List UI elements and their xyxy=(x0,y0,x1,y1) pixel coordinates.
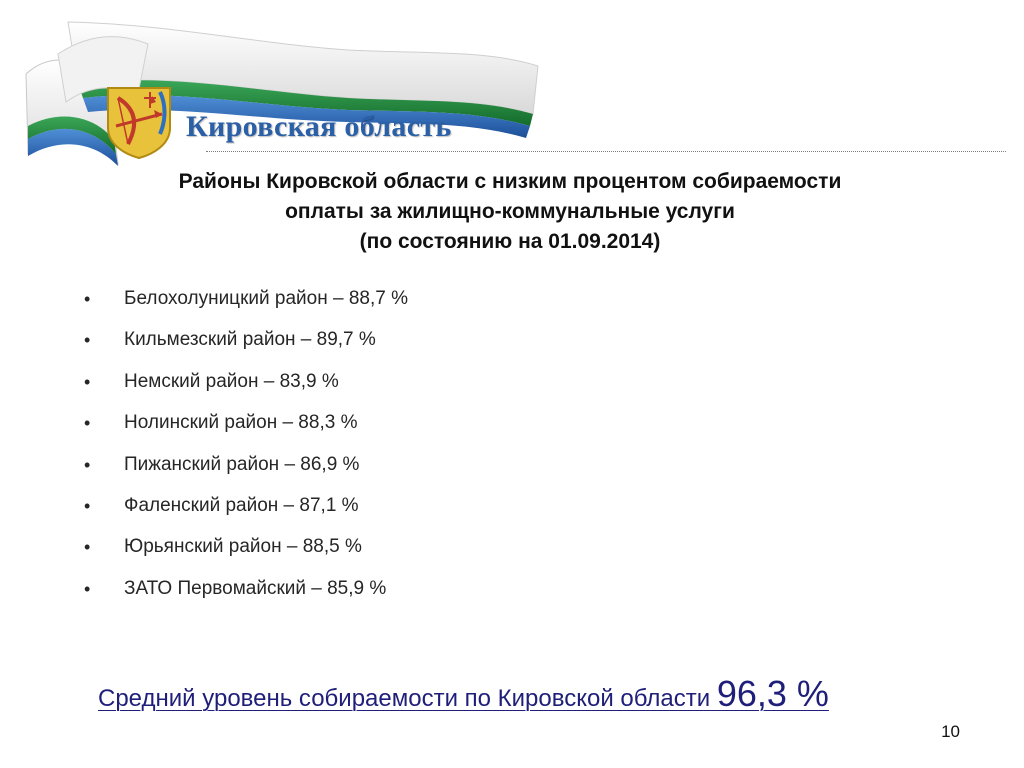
district-text: Белохолуницкий район – 88,7 % xyxy=(124,288,408,309)
district-text: Немский район – 83,9 % xyxy=(124,370,339,392)
heading-line-1: Районы Кировской области с низким процен… xyxy=(178,170,842,193)
list-item: • Кильмезский район – 89,7 % xyxy=(80,325,408,366)
district-text: Фаленский район – 87,1 % xyxy=(124,494,359,516)
list-item: • Нолинский район – 88,3 % xyxy=(80,408,408,449)
district-text: Юрьянский район – 88,5 % xyxy=(124,536,362,558)
list-item: • Белохолуницкий район – 88,7 % xyxy=(80,284,408,325)
bullet: • xyxy=(84,330,91,351)
bullet: • xyxy=(84,495,91,516)
bullet: • xyxy=(84,371,91,392)
region-title: Кировская область xyxy=(186,110,452,143)
bullet: • xyxy=(84,537,91,558)
page-number: 10 xyxy=(941,722,960,741)
list-item: • Немский район – 83,9 % xyxy=(80,367,408,408)
district-text: Нолинский район – 88,3 % xyxy=(124,412,358,434)
flag-ribbon-graphic xyxy=(25,21,539,166)
bullet: • xyxy=(84,454,91,475)
district-text: Пижанский район – 86,9 % xyxy=(124,453,360,475)
list-item: • ЗАТО Первомайский – 85,9 % xyxy=(80,574,408,615)
list-item: • Пижанский район – 86,9 % xyxy=(80,450,408,491)
bullet: • xyxy=(84,289,91,309)
average-label: Средний уровень собираемости по Кировско… xyxy=(98,685,717,712)
district-text: ЗАТО Первомайский – 85,9 % xyxy=(124,577,387,599)
districts-list: • Белохолуницкий район – 88,7 % • Кильме… xyxy=(80,284,408,615)
slide-heading: Районы Кировской области с низким процен… xyxy=(60,167,960,257)
list-item: • Юрьянский район – 88,5 % xyxy=(80,532,408,573)
bullet: • xyxy=(84,413,91,434)
list-item: • Фаленский район – 87,1 % xyxy=(80,491,408,532)
average-collection-summary: Средний уровень собираемости по Кировско… xyxy=(98,673,829,715)
header-divider xyxy=(206,151,1006,152)
bullet: • xyxy=(84,578,91,599)
district-text: Кильмезский район – 89,7 % xyxy=(124,329,376,351)
average-value: 96,3 % xyxy=(716,673,829,714)
heading-line-3: (по состоянию на 01.09.2014) xyxy=(359,230,661,253)
heading-line-2: оплаты за жилищно-коммунальные услуги xyxy=(285,200,735,223)
coat-of-arms-icon xyxy=(107,87,171,160)
